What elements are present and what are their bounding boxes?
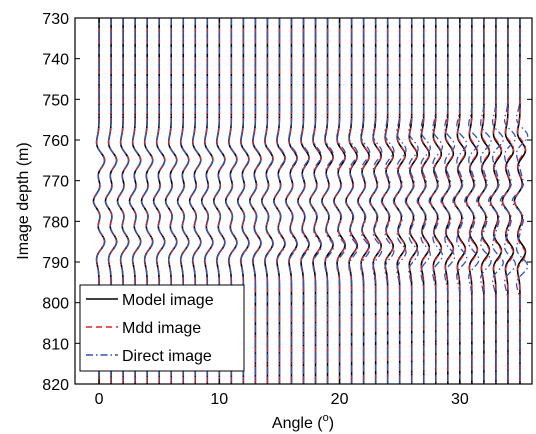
trace-direct-image [440, 18, 456, 384]
legend: Model image Mdd image Direct image [79, 284, 245, 372]
y-axis-label: Image depth (m) [15, 142, 32, 259]
trace-direct-image [201, 18, 214, 384]
trace-direct-image [487, 18, 504, 384]
trace-direct-image [297, 18, 310, 384]
trace-direct-image [344, 18, 359, 384]
legend-label-direct: Direct image [122, 348, 212, 365]
trace-direct-image [189, 18, 202, 384]
x-tick-label: 10 [210, 391, 228, 408]
trace-direct-image [380, 18, 395, 384]
trace-direct-image [285, 18, 298, 384]
trace-direct-image [404, 18, 419, 384]
y-tick-label: 820 [42, 377, 69, 394]
trace-direct-image [464, 18, 480, 384]
trace-direct-image [333, 18, 347, 384]
legend-label-mdd: Mdd image [122, 320, 201, 337]
x-tick-label: 30 [451, 391, 469, 408]
trace-direct-image [392, 18, 407, 384]
y-tick-label: 760 [42, 133, 69, 150]
trace-direct-image [511, 18, 529, 384]
trace-direct-image [249, 18, 262, 384]
x-tick-label: 20 [331, 391, 349, 408]
y-tick-label: 790 [42, 255, 69, 272]
y-tick-label: 750 [42, 92, 69, 109]
trace-direct-image [368, 18, 383, 384]
trace-direct-image [261, 18, 274, 384]
trace-direct-image [152, 18, 166, 384]
plot-frame [74, 17, 533, 385]
x-axis: 0 10 20 30 [95, 18, 469, 408]
y-tick-label: 810 [42, 336, 69, 353]
trace-direct-image [428, 18, 444, 384]
x-tick-label: 0 [95, 391, 104, 408]
y-tick-label: 730 [42, 11, 69, 28]
trace-direct-image [416, 18, 431, 384]
trace-direct-image [321, 18, 335, 384]
legend-label-model: Model image [122, 292, 214, 309]
trace-direct-image [237, 18, 250, 384]
trace-direct-image [164, 18, 178, 384]
trace-direct-image [213, 18, 226, 384]
x-axis-label-degree: o [323, 412, 329, 424]
trace-direct-image [499, 18, 517, 384]
trace-direct-image [273, 18, 286, 384]
x-axis-label-close: ) [329, 415, 334, 432]
y-axis: 730 740 750 760 770 780 790 800 810 820 [42, 11, 532, 394]
y-tick-label: 770 [42, 174, 69, 191]
trace-direct-image [309, 18, 322, 384]
trace-direct-image [225, 18, 238, 384]
trace-direct-image [177, 18, 190, 384]
x-axis-label: Angle (o) [272, 412, 334, 432]
trace-direct-image [452, 18, 468, 384]
y-tick-label: 780 [42, 214, 69, 231]
trace-direct-image [476, 18, 492, 384]
y-tick-label: 800 [42, 296, 69, 313]
trace-direct-image [356, 18, 371, 384]
y-tick-label: 740 [42, 52, 69, 69]
x-axis-label-main: Angle ( [272, 415, 323, 432]
